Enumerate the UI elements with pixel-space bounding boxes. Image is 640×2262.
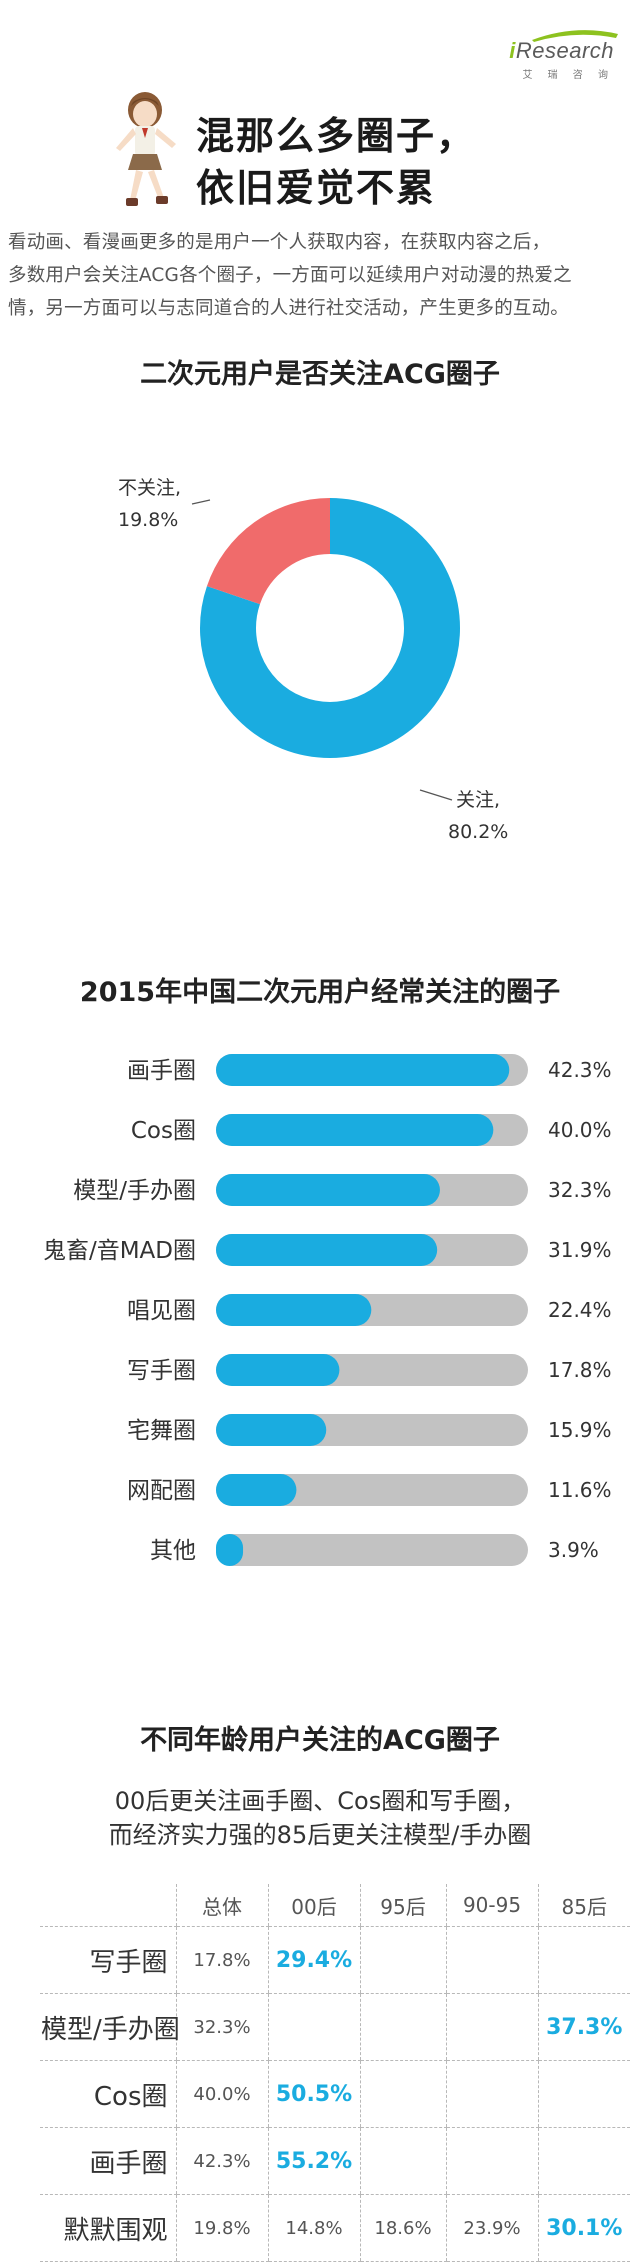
- intro-line: 多数用户会关注ACG各个圈子，一方面可以延续用户对动漫的热爱之: [8, 265, 572, 286]
- table-column-header: 总体: [175, 1884, 268, 1927]
- intro-line: 看动画、看漫画更多的是用户一个人获取内容，在获取内容之后，: [8, 232, 551, 253]
- bar-fill: [216, 1534, 244, 1566]
- table-cell: [537, 2060, 630, 2128]
- bar-fill: [216, 1294, 372, 1326]
- donut-value-not-follow: 19.8%: [118, 509, 178, 531]
- intro-paragraph: 看动画、看漫画更多的是用户一个人获取内容，在获取内容之后， 多数用户会关注ACG…: [8, 226, 632, 325]
- bar-value-label: 17.8%: [548, 1358, 612, 1382]
- donut-leader-line-not-follow: [191, 499, 211, 505]
- table-header-row: 总体 00后 95后 90-95 85后: [40, 1884, 630, 1927]
- age-comparison-table: 总体 00后 95后 90-95 85后 写手圈 17.8% 29.4% 模型/手办圈 32.3…: [40, 1884, 630, 2262]
- table-column-header: 00后: [267, 1884, 360, 1927]
- table-row: 写手圈 17.8% 29.4%: [40, 1926, 630, 1994]
- table-cell: 14.8%: [267, 2194, 360, 2262]
- brand-name: iResearch: [509, 38, 614, 63]
- bar-value-label: 42.3%: [548, 1058, 612, 1082]
- table-cell-highlight: 29.4%: [267, 1926, 360, 1994]
- bar-value-label: 11.6%: [548, 1478, 612, 1502]
- bar-value-label: 15.9%: [548, 1418, 612, 1442]
- bar-fill: [216, 1474, 297, 1506]
- anime-girl-mascot-icon: [116, 92, 176, 206]
- table-row-label: 写手圈: [40, 1926, 176, 1994]
- table-row-label: Cos圈: [40, 2060, 176, 2128]
- brand-logo: iResearch 艾 瑞 咨 询: [509, 30, 618, 81]
- circles-bar-chart: 画手圈 42.3% Cos圈 40.0% 模型/手办圈 32.3% 鬼畜/音MAD圈 31.9…: [43, 1054, 612, 1566]
- bar-track: [216, 1534, 528, 1566]
- table-cell-highlight: 55.2%: [267, 2127, 360, 2195]
- bar-category-label: 唱见圈: [127, 1298, 196, 1324]
- bar-value-label: 32.3%: [548, 1178, 612, 1202]
- bar-value-label: 3.9%: [548, 1538, 599, 1562]
- table-row-label: 画手圈: [40, 2127, 176, 2195]
- table-row-label: 默默围观: [40, 2194, 176, 2262]
- donut-label-not-follow: 不关注,: [118, 477, 181, 499]
- table-cell: [445, 2127, 538, 2195]
- table-cell: [445, 1926, 538, 1994]
- table-cell: 17.8%: [175, 1926, 268, 1994]
- subtitle-line: 而经济实力强的85后更关注模型/手办圈: [108, 1821, 532, 1849]
- table-cell: [537, 1926, 630, 1994]
- bar-fill: [216, 1114, 494, 1146]
- table-cell: [359, 1926, 446, 1994]
- donut-slice-not-follow: [200, 498, 460, 758]
- bar-value-label: 40.0%: [548, 1118, 612, 1142]
- follow-acg-donut-chart: 不关注, 19.8% 关注, 80.2%: [118, 477, 508, 843]
- table-column-header: 85后: [537, 1884, 630, 1927]
- bar-category-label: 画手圈: [127, 1058, 196, 1084]
- table-cell: [359, 1993, 446, 2061]
- table-row: 默默围观 19.8% 14.8% 18.6% 23.9% 30.1%: [40, 2194, 630, 2262]
- age-table-title: 不同年龄用户关注的ACG圈子: [140, 1725, 500, 1756]
- bar-category-label: Cos圈: [131, 1118, 196, 1144]
- page-headline: 混那么多圈子， 依旧爱觉不累: [196, 110, 476, 214]
- table-cell: 23.9%: [445, 2194, 538, 2262]
- donut-leader-line-follow: [419, 789, 453, 801]
- table-cell: 19.8%: [175, 2194, 268, 2262]
- table-cell: [359, 2127, 446, 2195]
- headline-line-2: 依旧爱觉不累: [196, 166, 437, 210]
- bar-category-label: 模型/手办圈: [73, 1178, 196, 1204]
- donut-value-follow: 80.2%: [448, 821, 508, 843]
- bar-value-label: 22.4%: [548, 1298, 612, 1322]
- table-column-header: 95后: [359, 1884, 446, 1927]
- bar-category-label: 其他: [150, 1538, 196, 1564]
- table-cell: [445, 2060, 538, 2128]
- table-cell: [267, 1993, 360, 2061]
- intro-line: 情，另一方面可以与志同道合的人进行社交活动，产生更多的互动。: [8, 298, 570, 319]
- donut-chart-title: 二次元用户是否关注ACG圈子: [140, 359, 500, 390]
- table-cell: 18.6%: [359, 2194, 446, 2262]
- bar-fill: [216, 1234, 438, 1266]
- table-corner-cell: [40, 1884, 176, 1927]
- bar-fill: [216, 1354, 340, 1386]
- headline-line-1: 混那么多圈子，: [196, 114, 477, 158]
- table-row: Cos圈 40.0% 50.5%: [40, 2060, 630, 2128]
- brand-subtitle: 艾 瑞 咨 询: [522, 70, 614, 81]
- table-row: 模型/手办圈 32.3% 37.3%: [40, 1993, 630, 2061]
- table-cell: 40.0%: [175, 2060, 268, 2128]
- table-cell-highlight: 30.1%: [537, 2194, 630, 2262]
- table-cell-highlight: 37.3%: [537, 1993, 630, 2061]
- table-cell: [537, 2127, 630, 2195]
- bar-category-label: 鬼畜/音MAD圈: [43, 1238, 196, 1264]
- bar-category-label: 写手圈: [127, 1358, 196, 1384]
- table-row: 画手圈 42.3% 55.2%: [40, 2127, 630, 2195]
- logo-swoosh-icon: [532, 30, 618, 42]
- age-table-subtitle: 00后更关注画手圈、Cos圈和写手圈， 而经济实力强的85后更关注模型/手办圈: [0, 1784, 640, 1852]
- table-column-header: 90-95: [445, 1884, 538, 1927]
- table-cell-highlight: 50.5%: [267, 2060, 360, 2128]
- bar-value-label: 31.9%: [548, 1238, 612, 1262]
- bar-chart-title: 2015年中国二次元用户经常关注的圈子: [79, 977, 561, 1008]
- table-cell: [359, 2060, 446, 2128]
- bar-fill: [216, 1054, 510, 1086]
- bar-category-label: 网配圈: [127, 1478, 196, 1504]
- bar-fill: [216, 1414, 327, 1446]
- table-cell: 42.3%: [175, 2127, 268, 2195]
- table-cell: 32.3%: [175, 1993, 268, 2061]
- bar-fill: [216, 1174, 440, 1206]
- table-cell: [445, 1993, 538, 2061]
- bar-category-label: 宅舞圈: [127, 1418, 196, 1444]
- donut-label-follow: 关注,: [456, 789, 500, 811]
- subtitle-line: 00后更关注画手圈、Cos圈和写手圈，: [114, 1787, 526, 1815]
- table-row-label: 模型/手办圈: [40, 1993, 180, 2061]
